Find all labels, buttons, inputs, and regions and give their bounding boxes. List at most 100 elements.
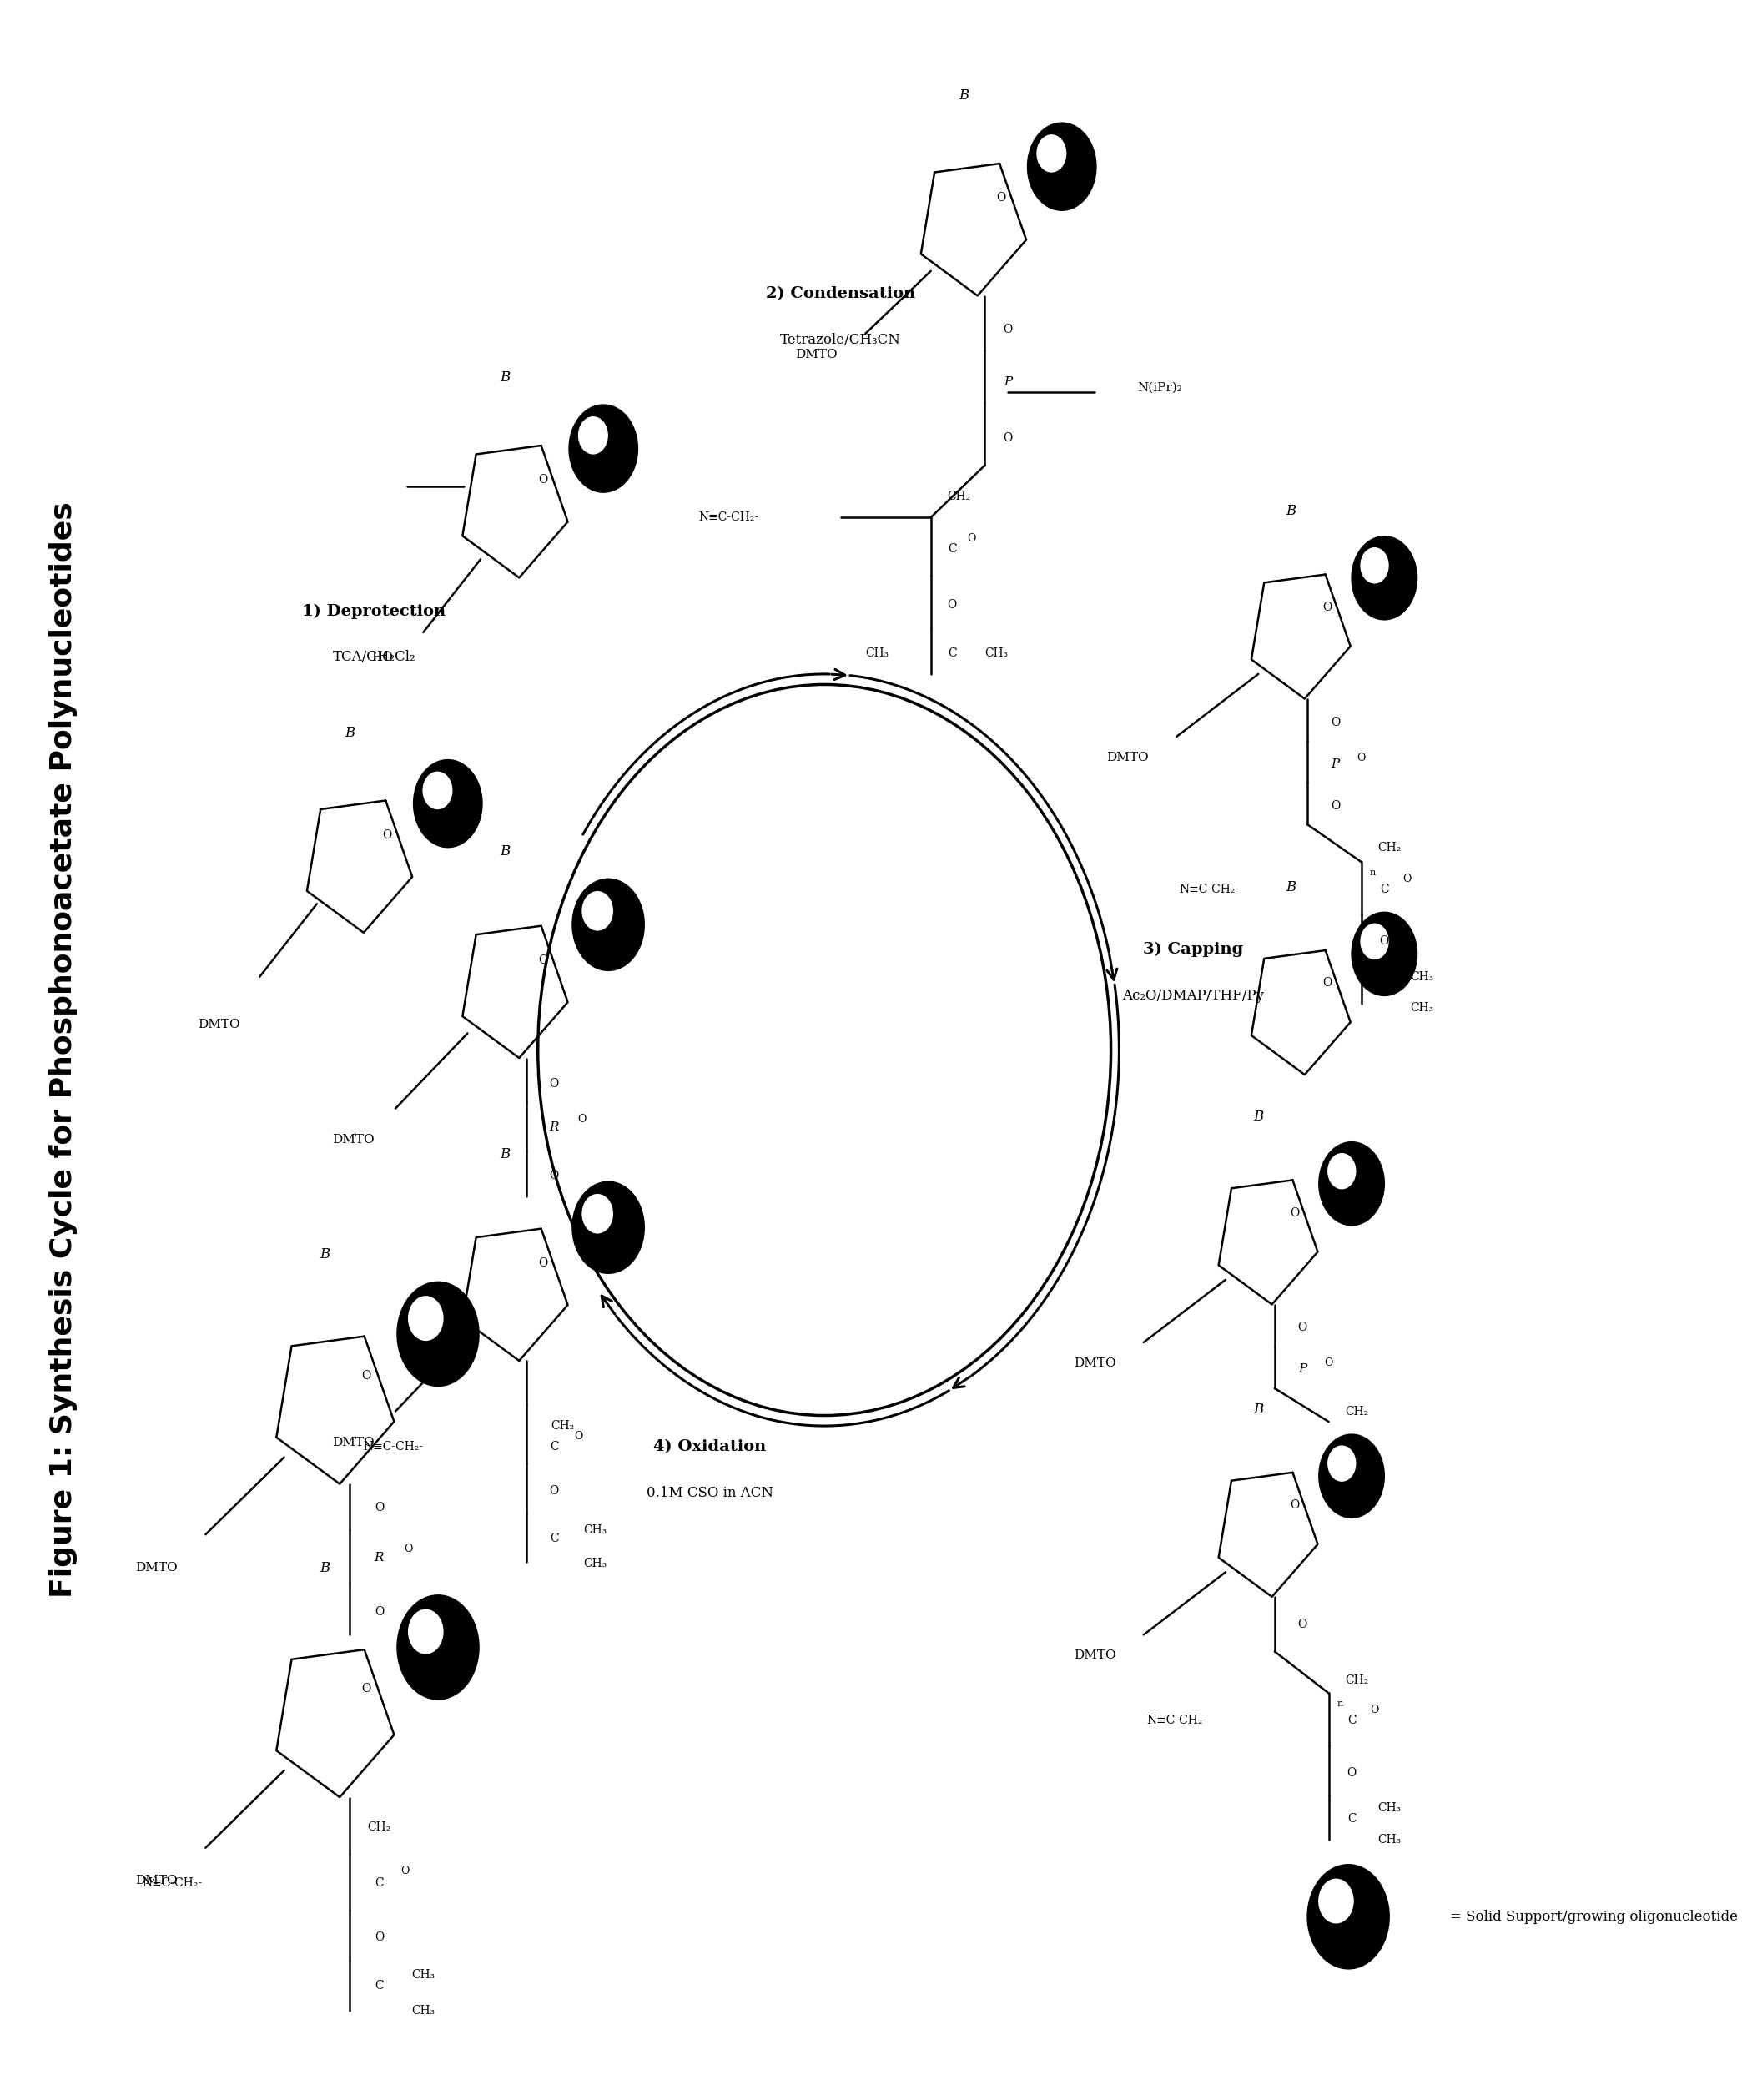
Text: B: B — [1286, 880, 1296, 895]
Text: C: C — [1381, 979, 1389, 991]
Text: O: O — [1379, 937, 1389, 947]
Text: O: O — [361, 1369, 371, 1382]
Text: O: O — [967, 533, 976, 544]
Text: O: O — [361, 1684, 371, 1695]
Text: O: O — [1004, 323, 1013, 336]
Text: O: O — [375, 1607, 384, 1617]
Text: CH₃: CH₃ — [865, 647, 888, 659]
Text: CH₃: CH₃ — [583, 1525, 606, 1537]
Text: CH₂: CH₂ — [946, 491, 971, 502]
Text: B: B — [321, 1247, 329, 1262]
Text: CH₂: CH₂ — [1346, 1405, 1368, 1418]
Circle shape — [569, 405, 638, 491]
Text: O: O — [550, 1077, 559, 1090]
Text: TCA/CH₂Cl₂: TCA/CH₂Cl₂ — [333, 651, 415, 664]
Text: O: O — [538, 475, 547, 485]
Text: B: B — [345, 724, 354, 739]
Text: DMTO: DMTO — [1074, 1357, 1116, 1369]
Circle shape — [582, 892, 613, 930]
Circle shape — [582, 1195, 613, 1233]
Text: B: B — [958, 88, 969, 103]
Text: P: P — [1004, 376, 1013, 389]
Text: DMTO: DMTO — [331, 1134, 375, 1144]
Text: N≡C-CH₂-: N≡C-CH₂- — [699, 512, 759, 523]
Circle shape — [422, 773, 452, 808]
Circle shape — [1037, 134, 1065, 172]
Text: DMTO: DMTO — [795, 349, 837, 361]
Text: HO: HO — [371, 651, 392, 664]
Text: O: O — [1323, 976, 1332, 989]
Text: P: P — [1332, 758, 1340, 771]
Circle shape — [1328, 1153, 1356, 1189]
Text: 0.1M CSO in ACN: 0.1M CSO in ACN — [646, 1485, 773, 1499]
Text: B: B — [499, 844, 510, 859]
Text: B: B — [499, 370, 510, 384]
Circle shape — [1319, 1434, 1384, 1518]
Text: O: O — [1289, 1208, 1298, 1218]
Text: O: O — [1403, 874, 1412, 884]
Text: O: O — [382, 830, 392, 840]
Text: DMTO: DMTO — [1074, 1651, 1116, 1661]
Text: Ac₂O/DMAP/THF/Py: Ac₂O/DMAP/THF/Py — [1121, 989, 1263, 1004]
Text: O: O — [375, 1502, 384, 1514]
Text: CH₂: CH₂ — [1377, 842, 1402, 853]
Text: Figure 1: Synthesis Cycle for Phosphonoacetate Polynucleotides: Figure 1: Synthesis Cycle for Phosphonoa… — [49, 502, 77, 1598]
Circle shape — [398, 1281, 478, 1386]
Text: O: O — [538, 953, 547, 966]
Text: O: O — [1370, 1705, 1379, 1716]
Circle shape — [573, 878, 645, 970]
Text: 3) Capping: 3) Capping — [1142, 943, 1242, 958]
Text: O: O — [1298, 1321, 1307, 1334]
Text: C: C — [948, 647, 957, 659]
Text: 1) Deprotection: 1) Deprotection — [303, 605, 447, 620]
Text: B: B — [499, 1147, 510, 1161]
Text: O: O — [1004, 433, 1013, 443]
Circle shape — [1027, 122, 1097, 210]
Text: O: O — [375, 1932, 384, 1943]
Text: O: O — [578, 1113, 587, 1124]
Circle shape — [578, 418, 608, 454]
Text: CH₂: CH₂ — [550, 1420, 575, 1432]
Text: CH₂: CH₂ — [368, 1821, 391, 1833]
Text: O: O — [550, 1170, 559, 1180]
Circle shape — [1351, 911, 1417, 995]
Text: O: O — [1347, 1766, 1356, 1779]
Circle shape — [408, 1296, 443, 1340]
Text: O: O — [405, 1544, 413, 1554]
Circle shape — [1351, 536, 1417, 620]
Text: Tetrazole/CH₃CN: Tetrazole/CH₃CN — [780, 332, 901, 346]
Text: C: C — [550, 1441, 559, 1453]
Text: O: O — [538, 1258, 547, 1268]
Text: CH₃: CH₃ — [1377, 1833, 1402, 1846]
Text: O: O — [550, 1485, 559, 1497]
Text: DMTO: DMTO — [135, 1875, 177, 1886]
Text: CH₃: CH₃ — [1377, 1802, 1402, 1814]
Circle shape — [408, 1611, 443, 1653]
Circle shape — [1307, 1865, 1389, 1970]
Text: O: O — [1289, 1499, 1298, 1512]
Text: C: C — [375, 1980, 384, 1991]
Text: N(iPr)₂: N(iPr)₂ — [1137, 382, 1183, 395]
Circle shape — [413, 760, 482, 848]
Text: N≡C-CH₂-: N≡C-CH₂- — [1146, 1714, 1207, 1726]
Circle shape — [398, 1596, 478, 1699]
Text: C: C — [1347, 1812, 1356, 1825]
Text: CH₃: CH₃ — [1410, 970, 1433, 983]
Text: O: O — [948, 598, 957, 611]
Text: 2) Condensation: 2) Condensation — [766, 286, 916, 302]
Circle shape — [1319, 1142, 1384, 1226]
Text: C: C — [948, 544, 957, 554]
Text: C: C — [1381, 884, 1389, 895]
Text: DMTO: DMTO — [198, 1018, 240, 1031]
Text: CH₂: CH₂ — [1346, 1676, 1368, 1686]
Text: n: n — [1337, 1699, 1344, 1707]
Text: CH₃: CH₃ — [985, 647, 1007, 659]
Circle shape — [1361, 548, 1388, 584]
Circle shape — [1319, 1880, 1353, 1924]
Text: O: O — [1330, 800, 1340, 811]
Text: O: O — [1358, 752, 1367, 762]
Text: O: O — [1298, 1619, 1307, 1630]
Text: O: O — [575, 1430, 583, 1443]
Circle shape — [1328, 1447, 1356, 1480]
Text: O: O — [1323, 601, 1332, 613]
